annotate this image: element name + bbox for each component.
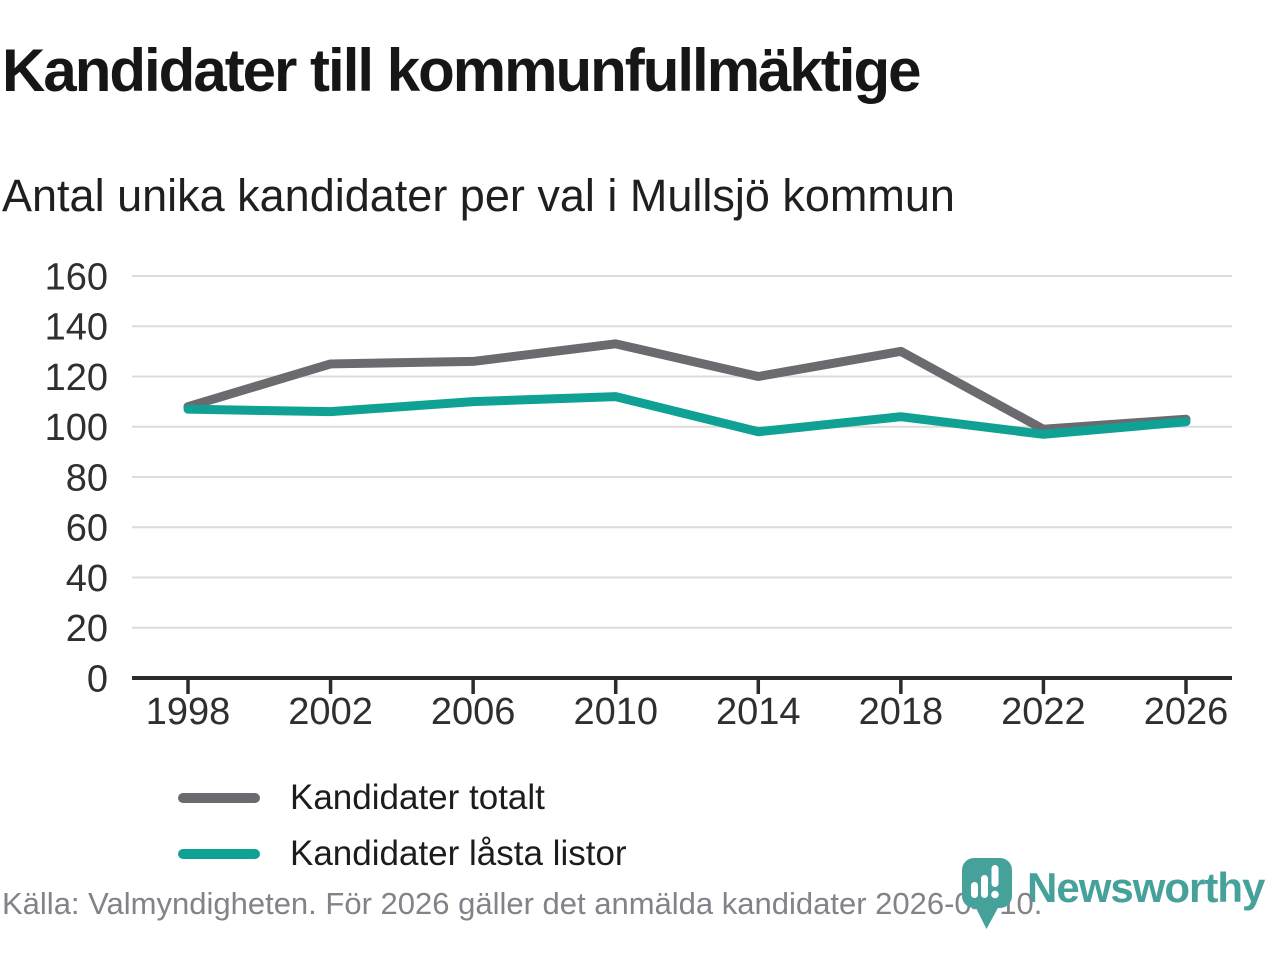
plot-area: 0 20 40 60 80 100 120 140 160 1998 2002 2006 2010 201… <box>0 240 1280 884</box>
newsworthy-logo-icon <box>962 858 1012 929</box>
source-note: Källa: Valmyndigheten. För 2026 gäller d… <box>2 886 1043 921</box>
x-tick-label: 2018 <box>859 691 944 733</box>
y-tick-label: 40 <box>66 558 108 600</box>
y-tick-label: 60 <box>66 508 108 550</box>
series-line-0 <box>183 339 1191 434</box>
x-tick-label: 2026 <box>1144 691 1229 733</box>
y-tick-label: 160 <box>45 256 108 298</box>
legend-swatch-lasta-listor <box>178 849 260 859</box>
x-tick-label: 2010 <box>573 691 658 733</box>
newsworthy-wordmark: Newsworthy <box>1027 864 1265 911</box>
x-tick-label: 2022 <box>1001 691 1086 733</box>
legend-item-lasta-listor: Kandidater låsta listor <box>178 832 682 876</box>
y-tick-label: 0 <box>87 658 108 700</box>
line-chart: 0 20 40 60 80 100 120 140 160 1998 2002 2006 2010 201… <box>45 256 1232 733</box>
legend: Kandidater totalt Kandidater låsta listo… <box>168 770 682 884</box>
x-tick-label: 2014 <box>716 691 801 733</box>
y-tick-label: 80 <box>66 457 108 499</box>
x-tick-label: 1998 <box>146 691 231 733</box>
x-tick-label: 2002 <box>288 691 373 733</box>
legend-item-totalt: Kandidater totalt <box>178 776 682 820</box>
chart-title: Kandidater till kommunfullmäktige <box>2 37 921 104</box>
y-tick-label: 20 <box>66 608 108 650</box>
y-tick-label: 100 <box>45 407 108 449</box>
y-tick-label: 140 <box>45 307 108 349</box>
y-tick-label: 120 <box>45 357 108 399</box>
legend-label-lasta-listor: Kandidater låsta listor <box>290 834 627 873</box>
legend-label-totalt: Kandidater totalt <box>290 778 545 817</box>
chart-subtitle: Antal unika kandidater per val i Mullsjö… <box>2 170 955 221</box>
x-tick-label: 2006 <box>431 691 516 733</box>
legend-swatch-totalt <box>178 793 260 803</box>
series-line-1 <box>183 392 1191 439</box>
